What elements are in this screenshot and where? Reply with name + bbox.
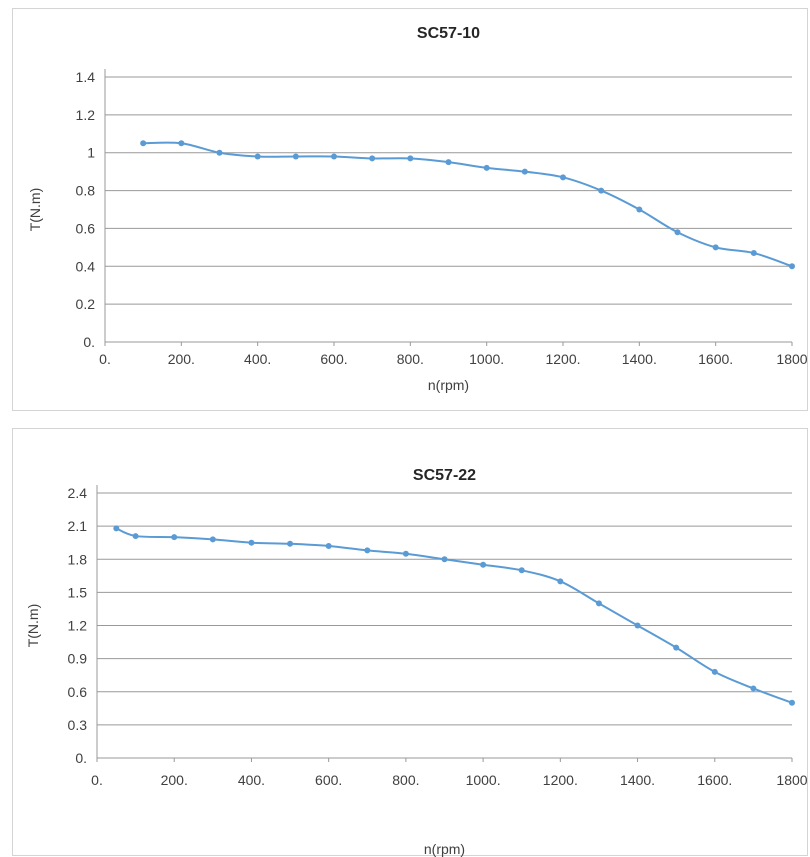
y-tick-label: 0.9 xyxy=(68,651,88,667)
x-tick-label: 1000. xyxy=(466,772,501,788)
data-point xyxy=(674,229,681,236)
y-tick-label: 0.6 xyxy=(76,220,96,236)
y-tick-label: 1.4 xyxy=(76,69,96,85)
data-point xyxy=(789,263,795,270)
y-tick-label: 0.3 xyxy=(68,717,88,733)
data-point xyxy=(712,244,719,251)
data-point xyxy=(598,187,605,194)
series-line xyxy=(143,141,793,268)
data-point xyxy=(673,644,680,651)
y-tick-label: 0.2 xyxy=(76,296,96,312)
data-point xyxy=(445,159,452,166)
data-point xyxy=(140,140,147,147)
data-point xyxy=(287,540,294,547)
data-point xyxy=(595,600,602,607)
x-tick-label: 1000. xyxy=(469,351,504,367)
y-tick-label: 1.2 xyxy=(76,107,96,123)
data-point xyxy=(483,164,490,171)
chart-panel-sc57-10: SC57-10 0. 0.2 0.4 0.6 0.8 1 1.2 1.4 0. 200. 400. 60… xyxy=(12,8,808,411)
x-tick-label: 600. xyxy=(320,351,347,367)
data-point xyxy=(560,174,566,181)
x-tick-label: 0. xyxy=(91,772,103,788)
data-point xyxy=(248,539,255,546)
data-point xyxy=(178,140,185,147)
x-tick-label: 1400. xyxy=(620,772,655,788)
y-axis-label: T(N.m) xyxy=(27,188,43,232)
series-line xyxy=(115,527,793,704)
x-tick-label: 1800 xyxy=(776,351,807,367)
data-point xyxy=(364,547,371,554)
y-tick-label: 1.8 xyxy=(68,551,88,567)
data-point xyxy=(325,543,332,549)
x-tick-label: 800. xyxy=(397,351,424,367)
x-tick-label: 1600. xyxy=(698,351,733,367)
data-point xyxy=(171,534,178,541)
data-point xyxy=(518,567,525,574)
data-point xyxy=(557,578,564,585)
chart-sc57-22: SC57-22 0. 0.3 0.6 0.9 1.2 1.5 1.8 2.1 2.4 0. 200. 4… xyxy=(25,467,808,857)
x-axis-label: n(rpm) xyxy=(428,377,469,393)
y-tick-label: 2.1 xyxy=(68,518,88,534)
x-tick-label: 200. xyxy=(168,351,195,367)
x-tick-label: 1200. xyxy=(545,351,580,367)
x-tick-label: 200. xyxy=(161,772,188,788)
data-point xyxy=(480,561,487,568)
chart-panel-sc57-22: SC57-22 0. 0.3 0.6 0.9 1.2 1.5 1.8 2.1 2.4 0. 200. 4… xyxy=(12,428,808,857)
data-point xyxy=(750,250,757,257)
data-point xyxy=(636,206,643,213)
data-point xyxy=(789,699,795,706)
data-point xyxy=(132,533,139,540)
y-tick-label: 1 xyxy=(87,145,95,161)
x-tick-label: 800. xyxy=(392,772,419,788)
x-tick-label: 1400. xyxy=(622,351,657,367)
data-point xyxy=(441,556,448,563)
data-point xyxy=(711,668,718,675)
chart-sc57-10: SC57-10 0. 0.2 0.4 0.6 0.8 1 1.2 1.4 0. 200. 400. 60… xyxy=(27,25,808,393)
x-tick-label: 0. xyxy=(99,351,111,367)
y-tick-label: 0.8 xyxy=(76,183,96,199)
x-tick-label: 400. xyxy=(238,772,265,788)
y-tick-label: 0.4 xyxy=(76,258,96,274)
data-point xyxy=(292,153,299,160)
chart-title: SC57-22 xyxy=(413,467,476,484)
y-tick-label: 0. xyxy=(75,750,87,766)
x-tick-label: 400. xyxy=(244,351,271,367)
data-point xyxy=(331,153,337,160)
x-tick-label: 1200. xyxy=(543,772,578,788)
data-point xyxy=(402,550,409,557)
y-tick-label: 0. xyxy=(83,334,95,350)
data-point xyxy=(209,536,216,543)
y-axis-label: T(N.m) xyxy=(25,604,41,648)
chart-title: SC57-10 xyxy=(417,25,480,42)
x-axis-label: n(rpm) xyxy=(424,841,465,857)
data-point xyxy=(521,168,528,175)
data-point xyxy=(216,149,223,156)
data-point xyxy=(407,155,414,162)
y-tick-label: 1.2 xyxy=(68,618,88,634)
x-tick-label: 1800 xyxy=(776,772,807,788)
data-point xyxy=(750,685,757,692)
x-tick-label: 1600. xyxy=(697,772,732,788)
y-tick-label: 2.4 xyxy=(68,485,88,501)
y-tick-label: 0.6 xyxy=(68,684,88,700)
y-tick-label: 1.5 xyxy=(68,584,88,600)
data-point xyxy=(634,622,641,629)
data-point xyxy=(254,153,261,160)
x-tick-label: 600. xyxy=(315,772,342,788)
data-point xyxy=(369,155,376,162)
data-point xyxy=(113,525,120,532)
